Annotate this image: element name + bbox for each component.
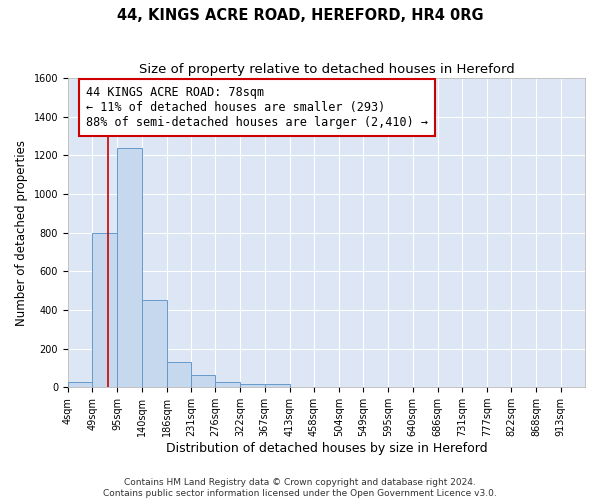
Text: Contains HM Land Registry data © Crown copyright and database right 2024.
Contai: Contains HM Land Registry data © Crown c…: [103, 478, 497, 498]
Text: 44 KINGS ACRE ROAD: 78sqm
← 11% of detached houses are smaller (293)
88% of semi: 44 KINGS ACRE ROAD: 78sqm ← 11% of detac…: [86, 86, 428, 129]
Bar: [191, 374, 215, 387]
Bar: [240, 384, 265, 387]
Bar: [215, 382, 240, 387]
Bar: [68, 382, 92, 387]
Bar: [92, 232, 117, 387]
Text: 44, KINGS ACRE ROAD, HEREFORD, HR4 0RG: 44, KINGS ACRE ROAD, HEREFORD, HR4 0RG: [116, 8, 484, 22]
Bar: [142, 300, 167, 387]
Bar: [167, 362, 191, 387]
Title: Size of property relative to detached houses in Hereford: Size of property relative to detached ho…: [139, 62, 514, 76]
Bar: [117, 148, 142, 387]
Bar: [265, 384, 290, 387]
X-axis label: Distribution of detached houses by size in Hereford: Distribution of detached houses by size …: [166, 442, 487, 455]
Y-axis label: Number of detached properties: Number of detached properties: [15, 140, 28, 326]
